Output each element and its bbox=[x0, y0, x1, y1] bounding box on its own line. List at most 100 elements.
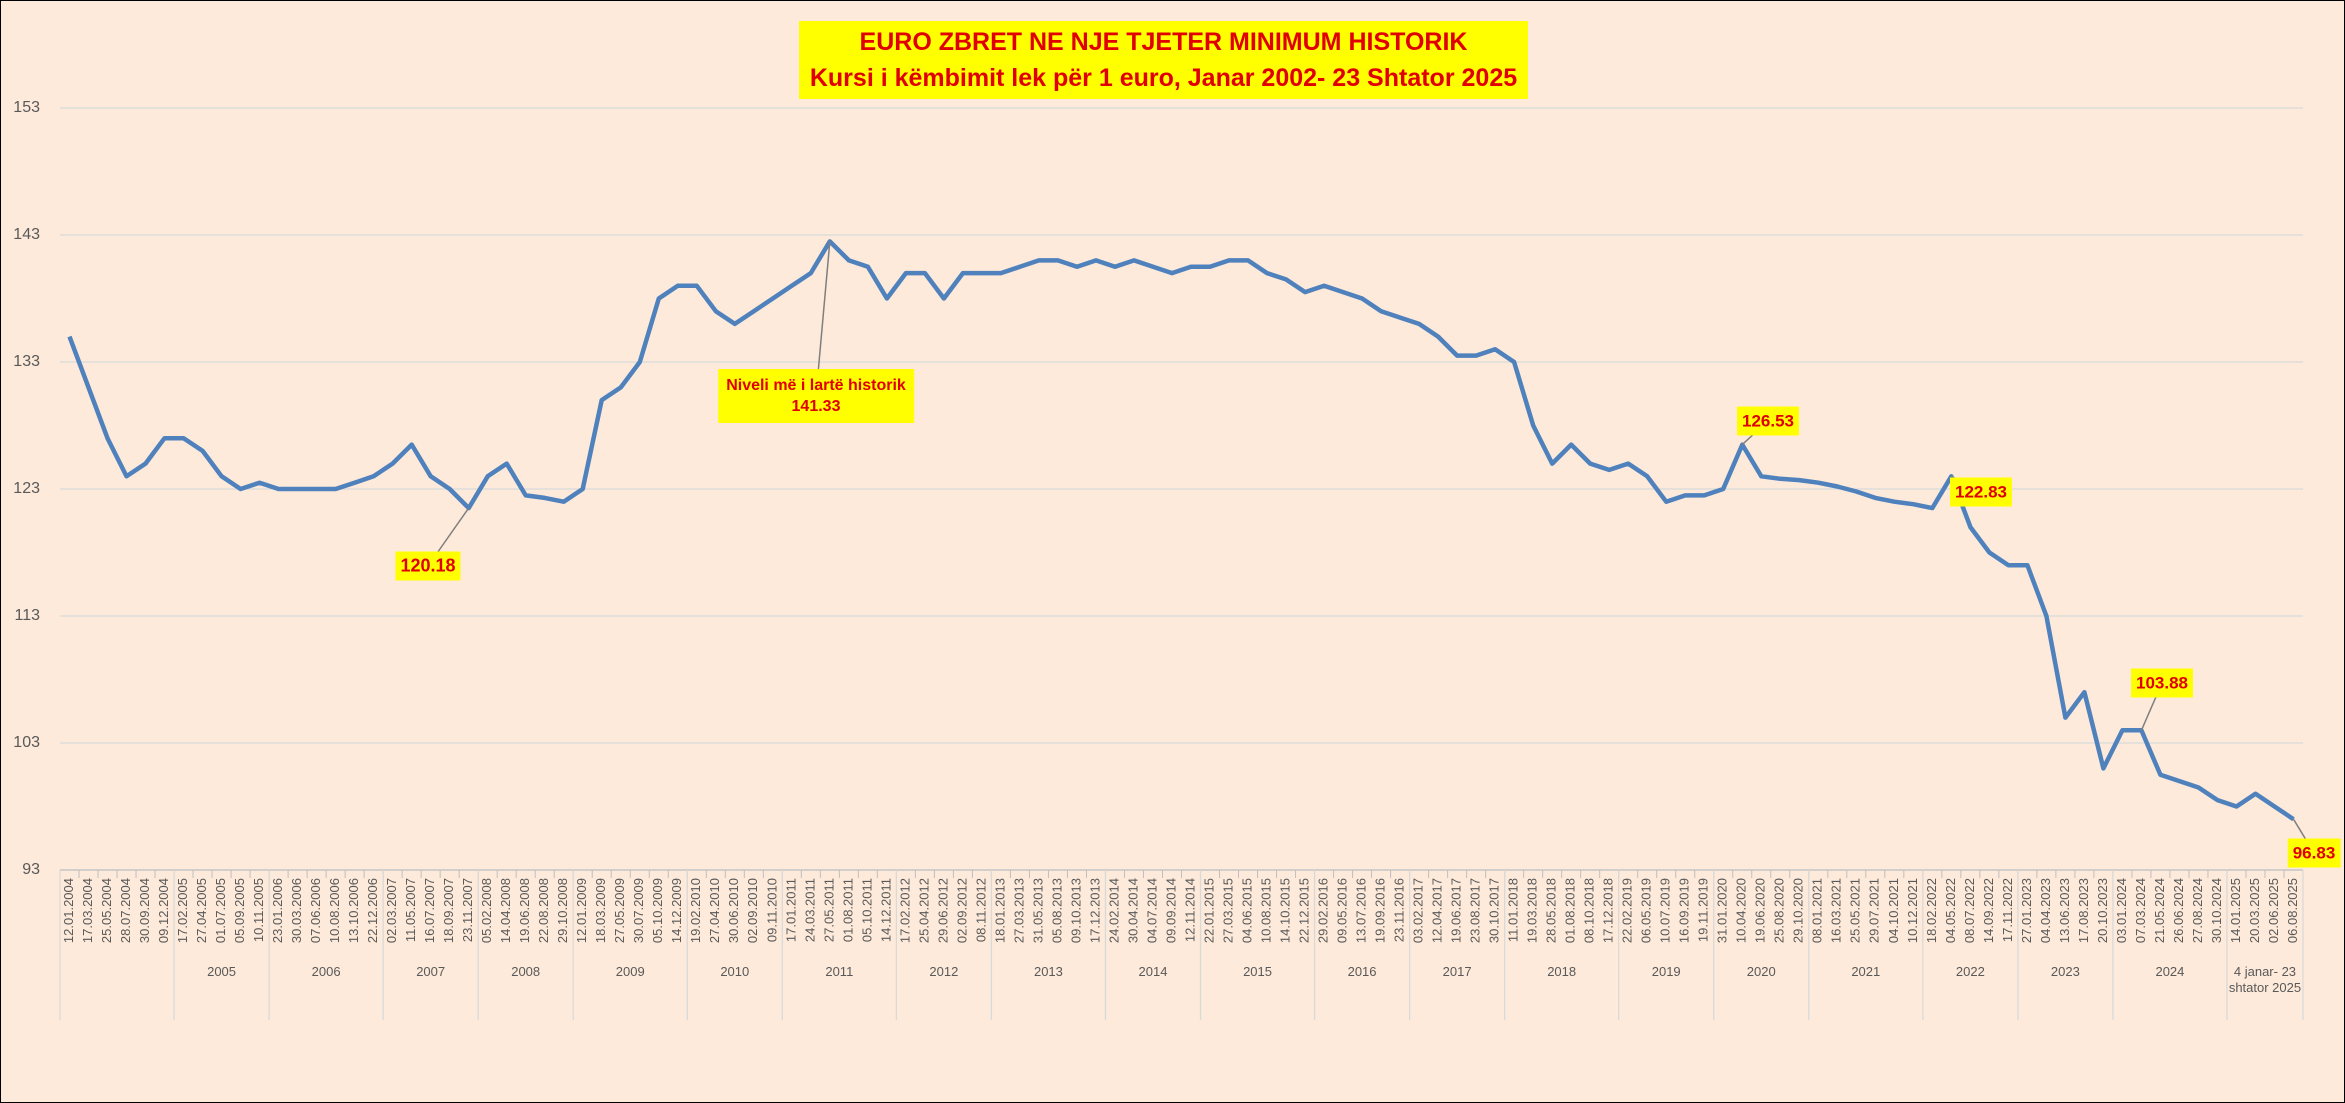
x-tick-label: 17.12.2018 bbox=[1601, 878, 1616, 943]
annotation-value: 141.33 bbox=[791, 398, 841, 415]
x-tick-label: 27.03.2013 bbox=[1011, 878, 1026, 943]
x-tick-label: 25.05.2021 bbox=[1848, 878, 1863, 943]
x-tick-label: 04.04.2023 bbox=[2038, 878, 2053, 943]
x-tick-label: 10.07.2019 bbox=[1658, 878, 1673, 943]
x-tick-label: 11.05.2007 bbox=[403, 878, 418, 942]
x-tick-label: 22.02.2019 bbox=[1620, 878, 1635, 943]
x-tick-label: 17.02.2005 bbox=[175, 878, 190, 943]
x-tick-label: 12.01.2004 bbox=[61, 878, 76, 943]
annotation: 122.83 bbox=[1950, 477, 2012, 507]
x-tick-label: 08.10.2018 bbox=[1582, 878, 1597, 943]
x-tick-label: 01.08.2018 bbox=[1563, 878, 1578, 943]
x-tick-label: 22.01.2015 bbox=[1201, 878, 1216, 943]
x-tick-label: 28.05.2018 bbox=[1544, 878, 1559, 943]
year-label: 4 janar- 23 shtator 2025 bbox=[2228, 964, 2302, 995]
x-tick-label: 04.05.2022 bbox=[1943, 878, 1958, 943]
annotation: 126.53 bbox=[1737, 406, 1799, 436]
x-tick-label: 14.12.2011 bbox=[878, 878, 893, 942]
x-tick-label: 19.06.2008 bbox=[517, 878, 532, 943]
year-label: 2009 bbox=[615, 964, 645, 979]
x-tick-label: 30.06.2010 bbox=[726, 878, 741, 943]
x-tick-label: 02.06.2025 bbox=[2266, 878, 2281, 943]
x-tick-label: 27.08.2024 bbox=[2190, 878, 2205, 943]
x-tick-label: 13.10.2006 bbox=[346, 878, 361, 943]
year-label: 2019 bbox=[1651, 964, 1681, 979]
x-tick-label: 09.12.2004 bbox=[156, 878, 171, 943]
x-tick-label: 20.03.2025 bbox=[2247, 878, 2262, 943]
x-tick-label: 30.10.2017 bbox=[1487, 878, 1502, 943]
x-tick-label: 30.09.2004 bbox=[137, 878, 152, 943]
x-tick-label: 12.04.2017 bbox=[1430, 878, 1445, 943]
x-tick-label: 19.03.2018 bbox=[1525, 878, 1540, 943]
x-tick-label: 22.08.2008 bbox=[536, 878, 551, 943]
x-tick-label: 02.09.2010 bbox=[745, 878, 760, 943]
x-tick-label: 02.03.2007 bbox=[384, 878, 399, 943]
x-tick-label: 01.07.2005 bbox=[213, 878, 228, 943]
year-label: 2020 bbox=[1746, 964, 1776, 979]
x-tick-label: 29.06.2012 bbox=[935, 878, 950, 943]
x-tick-label: 13.06.2023 bbox=[2057, 878, 2072, 943]
y-tick-label: 133 bbox=[13, 353, 40, 370]
x-tick-label: 27.03.2015 bbox=[1220, 878, 1235, 943]
x-tick-label: 08.11.2012 bbox=[973, 878, 988, 942]
annotation-value: 126.53 bbox=[1742, 411, 1794, 431]
y-tick-label: 143 bbox=[13, 226, 40, 243]
x-tick-label: 30.07.2009 bbox=[631, 878, 646, 943]
x-tick-label: 05.10.2009 bbox=[650, 878, 665, 943]
year-label: 2013 bbox=[1033, 964, 1063, 979]
x-tick-label: 29.10.2008 bbox=[555, 878, 570, 943]
x-tick-label: 05.10.2011 bbox=[859, 878, 874, 942]
x-tick-label: 03.02.2017 bbox=[1411, 878, 1426, 943]
x-tick-label: 09.11.2010 bbox=[764, 878, 779, 942]
x-tick-label: 04.07.2014 bbox=[1144, 878, 1159, 943]
year-label: 2014 bbox=[1138, 964, 1168, 979]
x-tick-label: 29.10.2020 bbox=[1791, 878, 1806, 943]
x-tick-label: 09.09.2014 bbox=[1163, 878, 1178, 943]
x-tick-label: 29.07.2021 bbox=[1867, 878, 1882, 943]
x-tick-label: 06.08.2025 bbox=[2285, 878, 2300, 943]
x-tick-label: 25.08.2020 bbox=[1772, 878, 1787, 943]
x-tick-label: 05.02.2008 bbox=[479, 878, 494, 943]
x-tick-label: 12.11.2014 bbox=[1182, 878, 1197, 942]
x-tick-label: 17.02.2012 bbox=[897, 878, 912, 943]
y-tick-label: 113 bbox=[14, 607, 40, 624]
x-tick-label: 14.09.2022 bbox=[1981, 878, 1996, 943]
x-tick-label: 07.03.2024 bbox=[2133, 878, 2148, 943]
year-label: 2021 bbox=[1851, 964, 1881, 979]
year-label: 2010 bbox=[720, 964, 750, 979]
x-tick-label: 30.03.2006 bbox=[289, 878, 304, 943]
x-tick-label: 30.04.2014 bbox=[1125, 878, 1140, 943]
title-box: EURO ZBRET NE NJE TJETER MINIMUM HISTORI… bbox=[799, 21, 1528, 99]
x-tick-label: 10.04.2020 bbox=[1734, 878, 1749, 943]
x-tick-label: 16.07.2007 bbox=[422, 878, 437, 943]
x-tick-label: 27.04.2010 bbox=[707, 878, 722, 943]
x-tick-label: 26.06.2024 bbox=[2171, 878, 2186, 943]
year-label: 2016 bbox=[1347, 964, 1377, 979]
y-tick-label: 103 bbox=[13, 734, 40, 751]
x-tick-label: 11.01.2018 bbox=[1506, 878, 1521, 942]
annotation: 96.83 bbox=[2287, 838, 2341, 868]
x-tick-label: 16.09.2019 bbox=[1677, 878, 1692, 943]
x-tick-label: 25.04.2012 bbox=[916, 878, 931, 943]
x-tick-label: 22.12.2006 bbox=[365, 878, 380, 943]
x-tick-label: 17.12.2013 bbox=[1087, 878, 1102, 943]
x-tick-label: 10.08.2015 bbox=[1258, 878, 1273, 943]
x-tick-label: 09.10.2013 bbox=[1068, 878, 1083, 943]
x-tick-label: 24.03.2011 bbox=[802, 878, 817, 942]
x-tick-label: 14.10.2015 bbox=[1277, 878, 1292, 943]
annotation-value: 120.18 bbox=[400, 555, 456, 576]
year-label: 2017 bbox=[1442, 964, 1472, 979]
annotation: 120.18 bbox=[395, 551, 461, 581]
year-label: 2008 bbox=[511, 964, 541, 979]
annotation: 103.88 bbox=[2131, 668, 2193, 698]
x-tick-label: 04.10.2021 bbox=[1886, 878, 1901, 943]
x-tick-label: 08.01.2021 bbox=[1810, 878, 1825, 943]
x-tick-label: 19.02.2010 bbox=[688, 878, 703, 943]
x-tick-label: 12.01.2009 bbox=[574, 878, 589, 943]
x-tick-label: 06.05.2019 bbox=[1639, 878, 1654, 943]
year-label: 2012 bbox=[929, 964, 959, 979]
x-tick-label: 14.12.2009 bbox=[669, 878, 684, 943]
x-tick-label: 31.05.2013 bbox=[1030, 878, 1045, 943]
x-tick-label: 23.11.2016 bbox=[1392, 878, 1407, 942]
